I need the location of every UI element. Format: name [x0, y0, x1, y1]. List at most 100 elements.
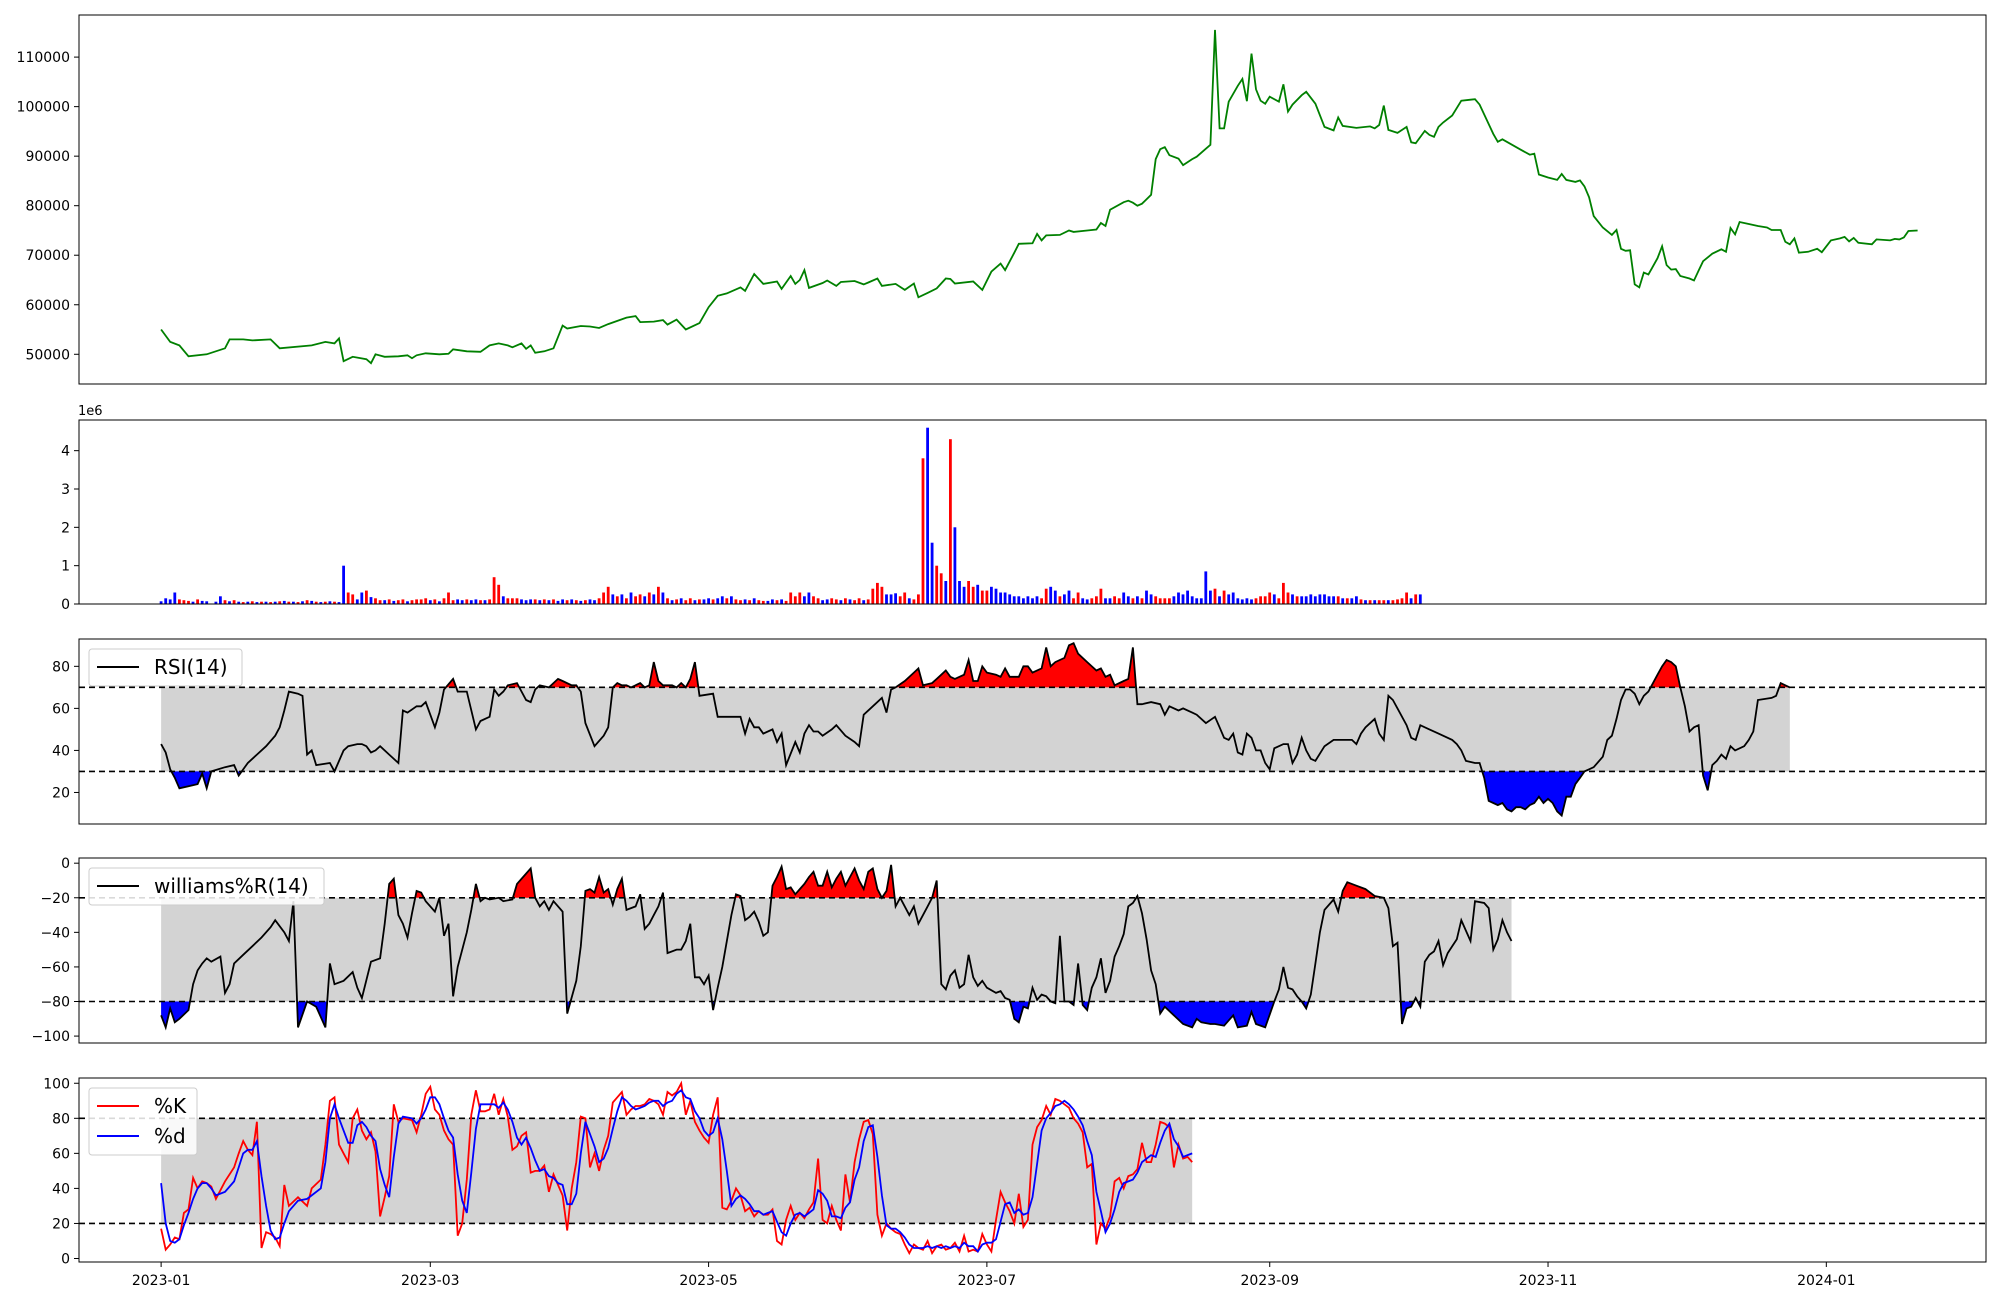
volume-bar — [798, 592, 802, 604]
y-tick-label: 4 — [61, 444, 70, 460]
volume-bar — [944, 581, 948, 604]
volume-bar — [898, 596, 902, 604]
rsi-frame — [78, 638, 1987, 825]
y-tick-label: 1 — [61, 559, 70, 575]
volume-bar — [301, 601, 304, 604]
volume-bar — [1076, 592, 1080, 604]
volume-bar — [383, 600, 387, 604]
volume-bar — [816, 598, 820, 605]
volume-bar — [506, 598, 510, 605]
price-marks — [160, 29, 1918, 365]
volume-bar — [1231, 592, 1235, 604]
volume-bar — [310, 600, 314, 604]
y-tick-label: 2 — [61, 520, 70, 536]
y-tick-label: 60000 — [25, 298, 70, 314]
price-y-axis: 50000 60000 70000 80000 90000 100000 110000 — [17, 50, 79, 363]
volume-bar — [1053, 590, 1057, 604]
volume-bar — [1382, 600, 1386, 604]
volume-bar — [1222, 590, 1226, 604]
y-tick-label: −100 — [32, 1029, 70, 1045]
volume-bar — [652, 594, 656, 604]
volume-bar — [374, 598, 377, 605]
volume-bar — [1058, 596, 1062, 604]
volume-bar — [355, 599, 359, 604]
volume-bar — [1099, 588, 1103, 604]
rsi-oversold-fill — [1702, 771, 1712, 791]
volume-bar — [378, 600, 382, 604]
volume-bar — [967, 581, 970, 604]
volume-bar — [273, 601, 277, 604]
volume-bar — [1345, 598, 1349, 605]
volume-bar — [707, 598, 710, 605]
volume-bar — [1035, 596, 1039, 604]
volume-bar — [643, 596, 647, 604]
volume-bar — [1209, 590, 1212, 604]
volume-bar — [1008, 594, 1012, 604]
williams-marks — [79, 863, 1986, 1031]
volume-bar — [725, 598, 729, 605]
volume-bar — [1213, 588, 1217, 604]
volume-bar — [515, 598, 519, 605]
volume-bar — [825, 599, 829, 604]
volume-bar — [1405, 592, 1408, 604]
volume-bar — [1026, 596, 1030, 604]
volume-bar — [1163, 598, 1167, 605]
volume-bar — [269, 602, 272, 604]
volume-bar — [1295, 596, 1299, 604]
rsi-panel: 20 40 60 80 RSI(14) — [52, 638, 1987, 825]
volume-bar — [999, 592, 1002, 604]
volume-bar — [638, 594, 642, 604]
volume-bar — [1154, 596, 1158, 604]
volume-bar — [479, 600, 482, 604]
volume-bar — [866, 599, 870, 604]
volume-bar — [205, 601, 209, 604]
volume-bar — [1286, 592, 1290, 604]
volume-bar — [1277, 598, 1281, 605]
volume-bar — [511, 598, 514, 605]
volume-bar — [250, 601, 254, 604]
volume-bar — [780, 599, 783, 604]
volume-bar — [839, 600, 843, 604]
volume-bar — [962, 586, 966, 605]
volume-bar — [1218, 596, 1221, 604]
volume-bar — [994, 588, 998, 604]
volume-bar — [538, 600, 542, 604]
y-tick-label: −20 — [40, 891, 70, 907]
volume-bar — [497, 584, 501, 604]
volume-bar — [1044, 588, 1048, 604]
volume-bar — [1158, 598, 1162, 605]
volume-bar — [520, 599, 523, 604]
volume-bar — [1245, 598, 1249, 605]
volume-bar — [917, 594, 920, 604]
volume-bar — [615, 596, 619, 604]
volume-bar — [1195, 598, 1199, 605]
volume-bar — [793, 596, 797, 604]
y-tick-label: 100 — [43, 1076, 70, 1092]
volume-bar — [282, 600, 286, 604]
volume-bar — [428, 600, 432, 604]
k-legend-label: %K — [154, 1094, 187, 1118]
volume-bar — [1400, 598, 1404, 605]
volume-bar — [1003, 592, 1007, 604]
volume-bar — [1291, 594, 1294, 604]
volume-frame — [78, 419, 1987, 605]
volume-bar — [953, 527, 957, 604]
volume-bar — [907, 598, 911, 605]
volume-bar — [1250, 599, 1253, 604]
volume-bar — [241, 602, 245, 604]
volume-bar — [889, 594, 893, 604]
volume-bar — [1355, 596, 1358, 604]
y-tick-label: 40 — [52, 743, 70, 759]
volume-bar — [319, 602, 323, 604]
volume-bar — [1012, 596, 1016, 604]
volume-bar — [684, 600, 688, 604]
volume-bar — [620, 594, 624, 604]
volume-bar — [323, 601, 327, 604]
y-tick-label: 100000 — [17, 100, 70, 116]
volume-bar — [1391, 600, 1395, 604]
volume-marks — [159, 427, 1422, 605]
volume-bar — [1368, 600, 1372, 604]
williams-oversold-fill — [1158, 1001, 1275, 1028]
y-tick-label: 80 — [52, 659, 70, 675]
